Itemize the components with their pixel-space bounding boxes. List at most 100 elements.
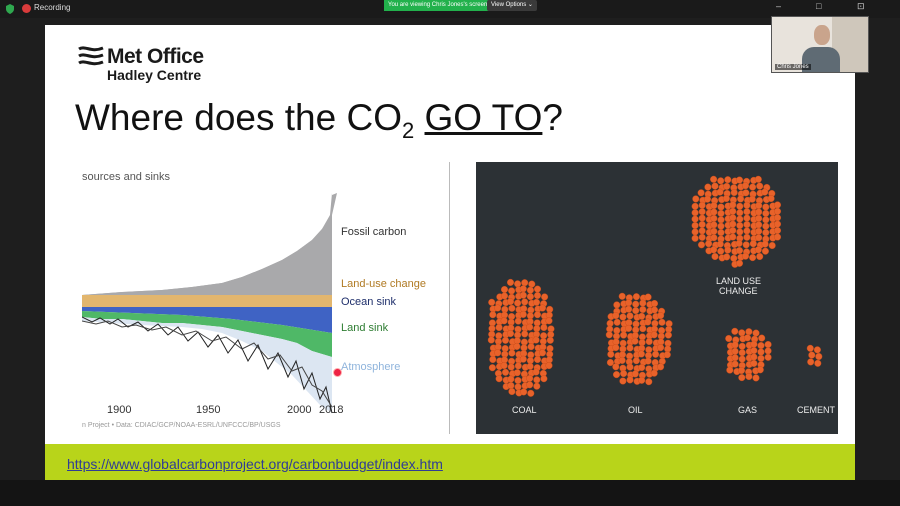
land-use-dot xyxy=(749,183,757,191)
coal-dot xyxy=(519,355,527,363)
coal-dot xyxy=(534,285,542,293)
land-use-dot xyxy=(698,221,706,229)
land-use-dot xyxy=(762,216,770,224)
oil-dot xyxy=(619,313,627,321)
oil-dot xyxy=(644,318,652,326)
coal-dot xyxy=(539,304,547,312)
land-use-dot xyxy=(755,234,763,242)
coal-dot xyxy=(514,362,522,370)
land-use-dot xyxy=(705,240,713,248)
coal-dot xyxy=(526,381,534,389)
coal-dot xyxy=(514,376,522,384)
gas-dot xyxy=(757,348,765,356)
cement-dot xyxy=(813,346,821,354)
land-use-dot xyxy=(691,222,699,230)
land-use-dot xyxy=(716,240,724,248)
gas-dot xyxy=(744,334,752,342)
land-sink-area xyxy=(82,311,332,357)
oil-dot xyxy=(652,350,660,358)
meeting-bottom-bar xyxy=(0,480,900,506)
land-use-dot xyxy=(768,241,776,249)
land-use-dot xyxy=(756,182,764,190)
coal-dot xyxy=(507,375,515,383)
oil-dot xyxy=(612,363,620,371)
fossil-carbon-fill xyxy=(82,193,332,295)
fullscreen-icon[interactable]: ⊡ xyxy=(857,1,865,11)
gas-dot xyxy=(731,354,739,362)
oil-dot xyxy=(625,299,633,307)
oil-dot xyxy=(606,358,614,366)
gas-dot xyxy=(745,328,753,336)
land-use-dot xyxy=(755,221,763,229)
coal-dot xyxy=(526,286,534,294)
land-use-dot xyxy=(730,254,738,262)
land-use-dot xyxy=(703,195,711,203)
land-use-dot xyxy=(774,207,782,215)
coal-dot xyxy=(502,368,510,376)
view-options-button[interactable]: View Options ⌄ xyxy=(487,0,537,11)
land-use-dot xyxy=(774,226,782,234)
land-use-dot xyxy=(774,220,782,228)
label-land-use-line2: CHANGE xyxy=(719,286,758,296)
legend-ocean-sink: Ocean sink xyxy=(341,296,397,308)
minimize-icon[interactable]: – xyxy=(776,1,782,11)
land-use-dot xyxy=(736,222,744,230)
webcam-thumbnail[interactable]: Chris Jones xyxy=(771,16,869,73)
oil-dot xyxy=(638,376,646,384)
land-use-dot xyxy=(736,228,744,236)
coal-dot xyxy=(514,317,522,325)
coal-dot xyxy=(489,311,497,319)
logo-text-hadley: Hadley Centre xyxy=(107,67,202,83)
cement-dot xyxy=(808,351,816,359)
oil-dot xyxy=(645,337,653,345)
coal-dot xyxy=(520,388,528,396)
coal-dot xyxy=(494,349,502,357)
gas-dot xyxy=(764,340,772,348)
gas-dot xyxy=(738,349,746,357)
land-use-dot xyxy=(754,175,762,183)
coal-dot xyxy=(507,278,515,286)
land-use-dot xyxy=(711,182,719,190)
coal-dot xyxy=(540,323,548,331)
coal-dot xyxy=(540,375,548,383)
oil-dot xyxy=(618,356,626,364)
carbon-budget-link[interactable]: https://www.globalcarbonproject.org/carb… xyxy=(67,456,443,472)
oil-dot xyxy=(639,325,647,333)
cement-dot xyxy=(815,352,823,360)
gas-dot xyxy=(752,329,760,337)
oil-dot xyxy=(637,350,645,358)
land-use-change-area xyxy=(82,295,332,307)
legend-land-sink: Land sink xyxy=(341,322,389,334)
shield-icon[interactable] xyxy=(5,4,15,14)
gas-dot xyxy=(750,347,758,355)
shared-slide: Met Office Hadley Centre Where does the … xyxy=(45,25,855,480)
oil-dot xyxy=(626,312,634,320)
maximize-icon[interactable]: □ xyxy=(816,1,822,11)
oil-dot xyxy=(605,331,613,339)
land-use-dot xyxy=(761,188,769,196)
cement-dot xyxy=(806,344,814,352)
land-use-dot xyxy=(704,183,712,191)
cement-dot xyxy=(814,359,822,367)
land-use-dot xyxy=(743,201,751,209)
coal-dot xyxy=(487,336,495,344)
land-use-dot xyxy=(735,239,743,247)
land-use-dot xyxy=(730,189,738,197)
coal-dot xyxy=(527,343,535,351)
land-use-dot xyxy=(762,222,770,230)
land-use-dot xyxy=(749,240,757,248)
label-gas: GAS xyxy=(738,405,758,415)
land-use-dot xyxy=(762,229,770,237)
land-use-dot xyxy=(710,227,718,235)
coal-dot xyxy=(541,293,549,301)
coal-dot xyxy=(545,362,553,370)
oil-dot xyxy=(620,331,628,339)
coal-dot xyxy=(508,349,516,357)
gas-dot xyxy=(731,360,739,368)
x-tick-1950: 1950 xyxy=(196,404,221,416)
oil-dot xyxy=(619,377,627,385)
gas-dot xyxy=(738,342,746,350)
land-use-dot xyxy=(736,209,744,217)
land-use-dot xyxy=(736,259,744,267)
coal-dot xyxy=(495,323,503,331)
